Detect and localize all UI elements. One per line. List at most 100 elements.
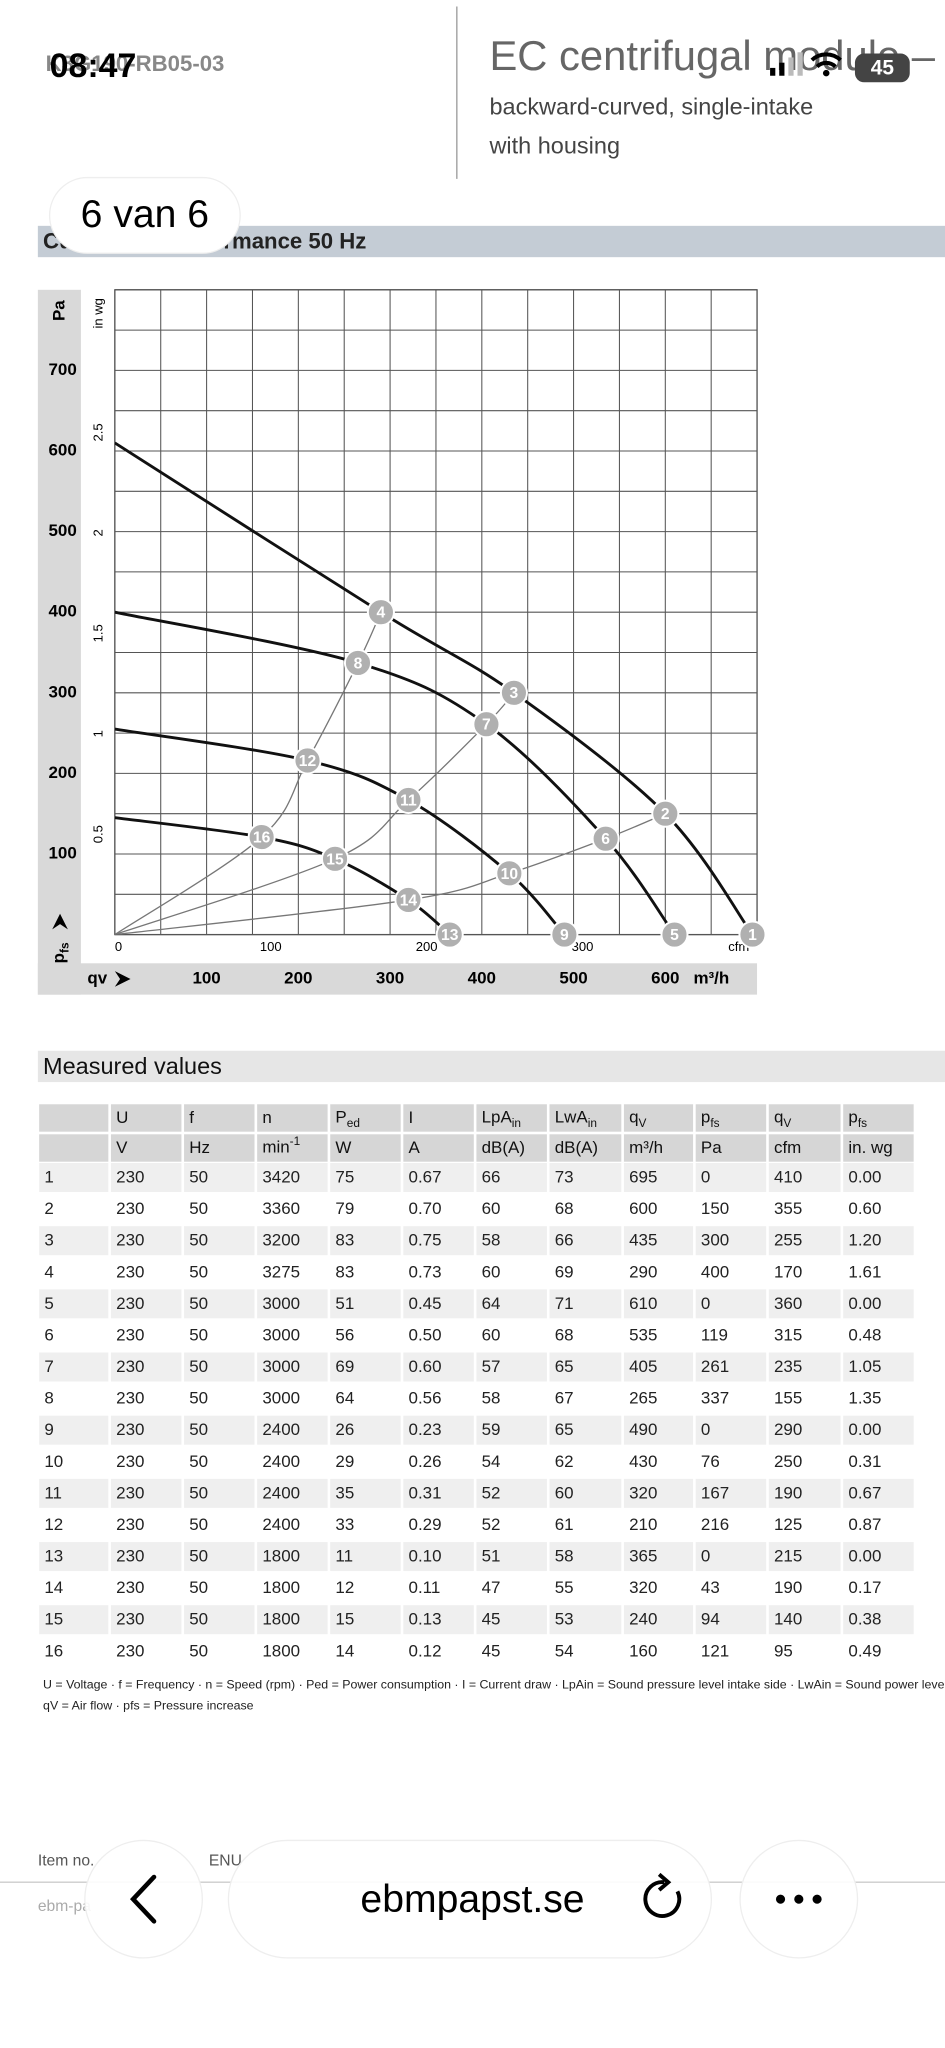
table-value: 0.67	[409, 1168, 442, 1187]
table-cell	[110, 1478, 182, 1508]
table-cell	[257, 1104, 328, 1132]
table-cell	[39, 1257, 109, 1287]
table-value: 43	[701, 1578, 720, 1597]
y-axis-strip	[37, 289, 81, 995]
y-axis-name: pfs	[50, 942, 72, 963]
table-value: 0.70	[409, 1199, 442, 1218]
table-cell	[695, 1289, 767, 1319]
table-cell	[623, 1510, 694, 1540]
table-cell	[476, 1605, 547, 1635]
column-header-base: q	[774, 1108, 783, 1127]
table-cell	[110, 1636, 182, 1666]
table-value: 3000	[262, 1294, 300, 1313]
table-cell	[768, 1605, 841, 1635]
table-cell	[257, 1478, 328, 1508]
table-value: 45	[482, 1610, 501, 1629]
table-cell	[257, 1352, 328, 1382]
table-cell	[768, 1104, 841, 1132]
x-axis-name: qv	[87, 968, 107, 987]
address-bar[interactable]	[227, 1839, 713, 1959]
y-tick-label: 700	[49, 360, 77, 379]
table-value: 360	[774, 1294, 802, 1313]
footer-language: ENU	[209, 1852, 242, 1869]
table-cell	[695, 1384, 767, 1414]
table-value: 1800	[262, 1641, 300, 1660]
table-value: 320	[629, 1578, 657, 1597]
operating-point-label: 2	[661, 806, 670, 823]
table-cell	[403, 1542, 474, 1572]
table-value: 1.05	[848, 1357, 881, 1376]
table-cell	[330, 1194, 401, 1224]
operating-point-label: 10	[501, 866, 519, 883]
table-value: 355	[774, 1199, 802, 1218]
table-value: 50	[189, 1389, 208, 1408]
x2-tick-label: 300	[572, 939, 594, 954]
table-cell	[110, 1605, 182, 1635]
column-unit: dB(A)	[555, 1138, 598, 1157]
table-value: 1.61	[848, 1262, 881, 1281]
table-cell	[39, 1415, 109, 1445]
table-cell	[549, 1289, 622, 1319]
table-cell	[843, 1104, 914, 1132]
table-value: 65	[555, 1357, 574, 1376]
table-cell	[184, 1134, 255, 1162]
table-value: 3420	[262, 1168, 300, 1187]
table-cell	[476, 1163, 547, 1192]
column-unit: Hz	[189, 1138, 210, 1157]
table-value: 230	[116, 1547, 144, 1566]
table-cell	[768, 1384, 841, 1414]
table-cell	[768, 1415, 841, 1445]
table-cell	[403, 1510, 474, 1540]
table-value: 2400	[262, 1452, 300, 1471]
table-cell	[623, 1478, 694, 1508]
table-value: 50	[189, 1515, 208, 1534]
table-cell	[403, 1605, 474, 1635]
table-cell	[476, 1257, 547, 1287]
table-cell	[476, 1352, 547, 1382]
table-cell	[549, 1573, 622, 1603]
operating-point-label: 6	[601, 831, 610, 848]
table-value: 290	[774, 1420, 802, 1439]
table-cell	[623, 1320, 694, 1350]
table-value: 216	[701, 1515, 729, 1534]
table-value: 230	[116, 1168, 144, 1187]
table-value: 0.48	[848, 1325, 881, 1344]
table-cell	[184, 1289, 255, 1319]
table-value: 95	[774, 1641, 793, 1660]
table-value: 3000	[262, 1389, 300, 1408]
y-tick-label: 100	[49, 843, 77, 862]
table-cell	[257, 1573, 328, 1603]
table-cell	[476, 1289, 547, 1319]
table-value: 230	[116, 1641, 144, 1660]
table-value: 83	[335, 1231, 354, 1250]
table-value: 60	[482, 1325, 501, 1344]
table-cell	[330, 1573, 401, 1603]
page-indicator-text: 6 van 6	[81, 193, 209, 236]
table-cell	[549, 1636, 622, 1666]
table-value: 230	[116, 1294, 144, 1313]
table-value: 51	[482, 1547, 501, 1566]
table-value: 0.00	[848, 1168, 881, 1187]
table-cell	[843, 1636, 914, 1666]
table-cell	[257, 1257, 328, 1287]
back-button[interactable]	[84, 1839, 203, 1959]
table-cell	[330, 1384, 401, 1414]
reload-icon[interactable]	[643, 1880, 682, 1918]
table-value: 600	[629, 1199, 657, 1218]
table-cell	[39, 1194, 109, 1224]
table-cell	[549, 1194, 622, 1224]
table-value: 62	[555, 1452, 574, 1471]
table-value: 3	[44, 1231, 53, 1250]
table-cell	[476, 1226, 547, 1256]
x2-tick-label: 100	[260, 939, 282, 954]
table-value: 54	[555, 1641, 574, 1660]
table-value: 12	[44, 1515, 63, 1534]
table-cell	[768, 1478, 841, 1508]
table-value: 0.26	[409, 1452, 442, 1471]
column-header: Ped	[335, 1108, 360, 1130]
table-cell	[257, 1605, 328, 1635]
footer-company: ebm-pa	[38, 1898, 91, 1915]
table-cell	[330, 1510, 401, 1540]
column-unit: A	[409, 1138, 421, 1157]
table-value: 230	[116, 1515, 144, 1534]
